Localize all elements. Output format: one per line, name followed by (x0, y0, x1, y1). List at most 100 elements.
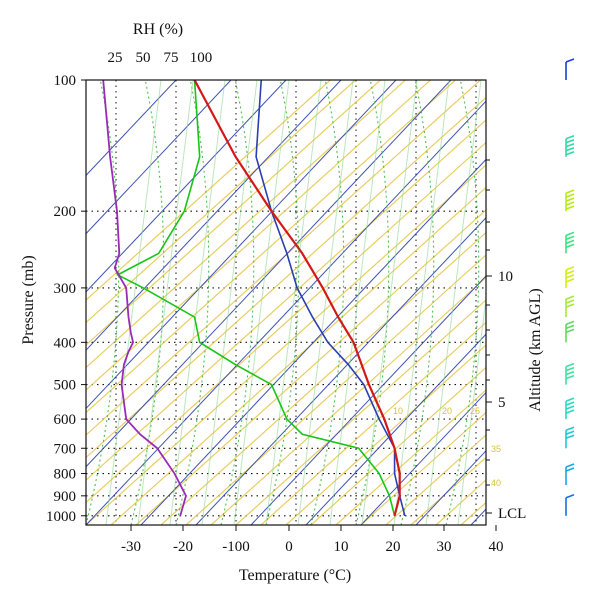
moist-adiabat-line (491, 60, 524, 525)
x-tick-label: 30 (437, 539, 452, 555)
wind-barb-flag (565, 189, 575, 194)
wind-barb-flag (565, 463, 575, 468)
wind-barb-flag (565, 201, 575, 206)
x-tick-label: 20 (386, 539, 401, 555)
wind-barb (565, 134, 575, 157)
moist-adiabat-line (581, 60, 600, 525)
parcel-line (193, 80, 401, 517)
x-tick-label: -30 (121, 539, 141, 555)
plot-frame (85, 79, 487, 526)
dry-adiabat-line (360, 411, 486, 525)
wind-barb-flag (565, 243, 575, 249)
isotherm-line (86, 80, 452, 468)
wind-barb-flag (565, 467, 575, 472)
wind-barb (565, 266, 575, 288)
rh-line (102, 80, 187, 517)
x-tick-label: 40 (489, 539, 504, 555)
wind-barb-flag (565, 270, 575, 275)
dry-adiabat-line (86, 80, 332, 301)
isotherm-line (86, 100, 486, 525)
dry-adiabat-line (86, 80, 382, 346)
wind-barb-flag (565, 150, 575, 156)
wind-barb-flag (565, 401, 575, 406)
moist-adiabat-line (445, 80, 480, 525)
wind-barb-flag (565, 299, 575, 304)
moist-adiabat-line (220, 80, 255, 525)
wind-barb-flag (565, 266, 575, 271)
y-tick-label: 300 (54, 281, 77, 297)
wind-barb-flag (565, 494, 575, 499)
dry-adiabat-line (285, 344, 486, 525)
wind-barb (565, 362, 575, 385)
moist-adiabat-line (265, 80, 300, 525)
wind-barb (565, 189, 575, 212)
isotherm-line (581, 80, 600, 525)
dry-adiabat-line (536, 0, 600, 525)
isotherm-line (195, 217, 486, 525)
wind-barb (565, 320, 575, 343)
dry-adiabat-line (86, 80, 457, 414)
data-lines (115, 80, 406, 517)
mixing-ratio-labels: 10 20 25 35 40 (393, 406, 501, 488)
isotherm-line (250, 275, 486, 525)
wind-barb-flag (565, 58, 575, 63)
dry-adiabat-line (310, 366, 486, 525)
dry-adiabat-line (86, 80, 407, 369)
moist-adiabat-line (310, 80, 345, 525)
y-tick-label: 700 (54, 441, 77, 457)
wind-barbs (565, 58, 575, 516)
y-tick-label: 800 (54, 467, 77, 483)
mixing-ratio-line (137, 80, 194, 525)
y-tick-label: 500 (54, 378, 77, 394)
y-tick-label: 1000 (46, 509, 76, 525)
wind-barb-flag (565, 146, 575, 152)
wind-barb-flag (565, 409, 575, 414)
rh-line-group (102, 80, 187, 517)
dewpoint-line (115, 80, 396, 516)
x-tick-label: 0 (285, 539, 293, 555)
mixing-ratio-label: 20 (442, 406, 452, 416)
rh-tick-label: 100 (190, 50, 213, 66)
isotherm-line (86, 80, 342, 351)
isotherm-line (86, 80, 232, 235)
dry-adiabat-line (86, 141, 486, 504)
right-axis-label: Altitude (km AGL) (527, 288, 544, 412)
mixing-ratio-line (169, 80, 226, 525)
mixing-ratio-label: 10 (393, 406, 403, 416)
temperature-line (255, 80, 406, 516)
rh-axis-label: RH (%) (133, 21, 183, 38)
mixing-ratio-line (201, 80, 258, 525)
wind-barb-flag (565, 320, 575, 326)
dry-adiabat-line (485, 524, 486, 525)
dry-adiabat-line (160, 231, 486, 525)
mixing-ratio-line (329, 80, 386, 525)
mixing-ratio-line (233, 80, 290, 525)
dry-adiabat-line (260, 321, 486, 525)
altitude-tick-label: 5 (498, 395, 506, 411)
dry-adiabat-line (135, 209, 486, 525)
wind-barb-flag (565, 205, 575, 210)
mixing-ratio-line (393, 80, 450, 525)
dry-adiabat-line (86, 80, 482, 436)
y-axis-ticks: 100 200 300 400 500 600 700 800 900 1000 (46, 73, 86, 525)
wind-barb-flag (565, 374, 575, 380)
rh-tick-label: 50 (136, 50, 151, 66)
dry-adiabat-line (460, 501, 486, 525)
wind-barb (565, 494, 575, 516)
moist-adiabat-line (355, 80, 390, 525)
moist-adiabat-line (175, 80, 210, 525)
y-tick-label: 100 (54, 73, 77, 89)
dry-adiabat-line (86, 80, 357, 324)
x-axis-ticks: -30 -20 -100 0 10 20 30 40 (121, 525, 504, 555)
wind-barb (565, 295, 575, 318)
wind-barb-flag (565, 295, 575, 300)
wind-barb-flag (565, 239, 575, 245)
wind-barb (565, 463, 575, 486)
mixing-ratio-label: 25 (470, 406, 480, 416)
altitude-axis-ticks: 10 5 LCL (486, 159, 526, 522)
wind-barb-flag (565, 328, 575, 334)
wind-barb-flag (565, 134, 575, 140)
dry-adiabat-line (586, 0, 600, 525)
moist-adiabat-line (400, 80, 435, 525)
mixing-ratio-line (425, 80, 482, 525)
